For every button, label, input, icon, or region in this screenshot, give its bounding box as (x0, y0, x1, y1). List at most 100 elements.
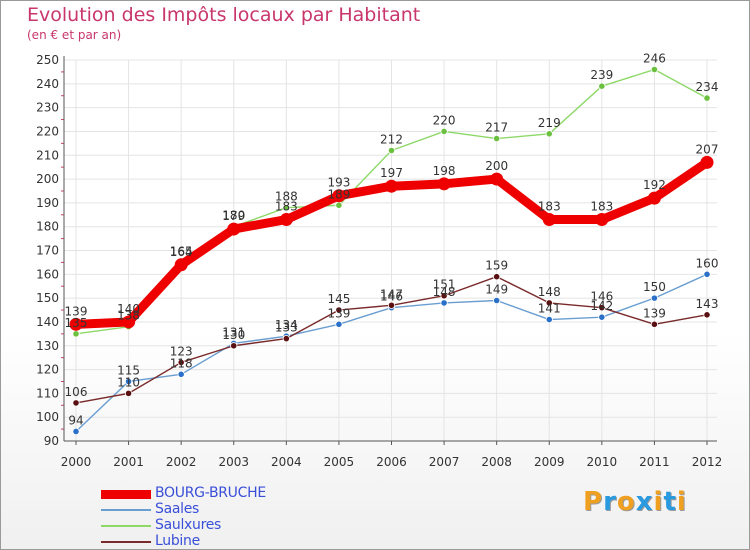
legend-label: Saales (155, 501, 200, 517)
data-label: 131 (222, 325, 245, 339)
data-point (545, 315, 553, 324)
data-label: 217 (485, 121, 508, 135)
data-label: 183 (590, 200, 613, 214)
data-point (124, 389, 133, 397)
data-point (72, 427, 80, 436)
legend-item: Saales (101, 502, 361, 518)
data-label: 138 (117, 309, 140, 323)
logo-letter: i (653, 487, 664, 517)
data-label: 148 (433, 285, 456, 299)
data-point (493, 134, 501, 143)
data-point (493, 273, 501, 281)
data-label: 118 (170, 356, 193, 370)
x-tick-label: 2002 (166, 455, 197, 469)
data-label: 149 (485, 283, 508, 297)
data-point (650, 294, 659, 302)
data-point (545, 299, 553, 307)
data-label: 147 (380, 287, 403, 301)
x-tick-label: 2001 (113, 455, 144, 469)
data-point (545, 130, 553, 138)
data-label: 139 (327, 306, 350, 320)
data-label: 123 (170, 344, 193, 358)
legend-swatch (101, 525, 151, 527)
x-tick-label: 2012 (692, 455, 723, 469)
logo-letter: r (603, 487, 617, 517)
data-label: 146 (590, 290, 613, 304)
data-label: 192 (643, 178, 666, 192)
data-label: 140 (117, 302, 140, 316)
data-label: 179 (222, 209, 245, 223)
y-tick-label: 90 (44, 434, 59, 448)
data-point (542, 213, 556, 227)
data-label: 106 (65, 385, 88, 399)
x-tick-label: 2007 (429, 455, 460, 469)
y-tick-label: 160 (36, 267, 59, 281)
data-label: 219 (538, 116, 561, 130)
data-label: 145 (327, 292, 350, 306)
data-point (703, 311, 711, 319)
data-label: 142 (590, 299, 613, 313)
data-labels: 139 140 164 179 183 193 197 198 200 183 183 192 207 9… (65, 52, 719, 428)
x-tick-label: 2011 (639, 455, 670, 469)
data-label: 239 (590, 68, 613, 82)
y-tick-label: 200 (36, 172, 59, 186)
data-label: 189 (327, 187, 350, 201)
legend-label: BOURG-BRUCHE (155, 485, 266, 501)
data-point (122, 315, 136, 329)
chart-title: Evolution des Impôts locaux par Habitant (27, 4, 421, 26)
x-tick-label: 2010 (587, 455, 618, 469)
data-point (282, 335, 290, 343)
data-label: 180 (222, 209, 245, 223)
data-point (282, 204, 290, 212)
data-label: 135 (65, 316, 88, 330)
y-tick-label: 230 (36, 101, 59, 115)
data-label: 188 (275, 190, 298, 204)
data-point (124, 377, 133, 386)
logo-letter: t (663, 487, 677, 517)
data-label: 234 (696, 80, 719, 94)
data-point (230, 342, 238, 350)
data-label: 143 (696, 297, 719, 311)
y-tick-label: 130 (36, 339, 59, 353)
data-label: 94 (68, 413, 83, 427)
data-point (332, 189, 346, 203)
logo-letter: i (676, 487, 687, 517)
data-label: 133 (275, 321, 298, 335)
y-tick-label: 240 (36, 77, 59, 91)
data-label: 200 (485, 159, 508, 173)
data-label: 160 (696, 256, 719, 270)
data-label: 134 (275, 318, 298, 332)
data-point (177, 370, 185, 378)
data-label: 165 (170, 244, 193, 258)
x-tick-label: 2009 (534, 455, 565, 469)
data-point (650, 65, 659, 74)
data-label: 193 (327, 176, 350, 190)
data-point (650, 320, 659, 328)
y-tick-label: 220 (36, 124, 59, 138)
data-point (440, 299, 448, 307)
data-label: 164 (170, 245, 193, 259)
legend-label: Saulxures (155, 517, 222, 533)
data-label: 139 (643, 306, 666, 320)
data-point (598, 304, 606, 312)
data-point (177, 358, 185, 367)
proxiti-logo: Proxiti (583, 487, 687, 517)
data-label: 148 (538, 285, 561, 299)
data-point (598, 82, 606, 90)
legend-swatch (101, 489, 151, 499)
y-tick-label: 180 (36, 220, 59, 234)
y-tick-label: 110 (36, 386, 59, 400)
data-label: 220 (433, 113, 456, 127)
data-point (703, 270, 711, 278)
data-label: 141 (538, 302, 561, 316)
y-tick-label: 150 (36, 291, 59, 305)
data-point (227, 222, 241, 236)
y-tick-label: 210 (36, 148, 59, 162)
y-tick-label: 100 (36, 410, 59, 424)
axes: 90 100 110 120 130 140 150 160 170 180 190 200 210 22… (36, 53, 722, 469)
legend-item: BOURG-BRUCHE (101, 486, 361, 502)
y-tick-label: 120 (36, 363, 59, 377)
logo-letter: P (583, 487, 604, 517)
y-tick-label: 170 (36, 244, 59, 258)
data-point (437, 177, 451, 191)
